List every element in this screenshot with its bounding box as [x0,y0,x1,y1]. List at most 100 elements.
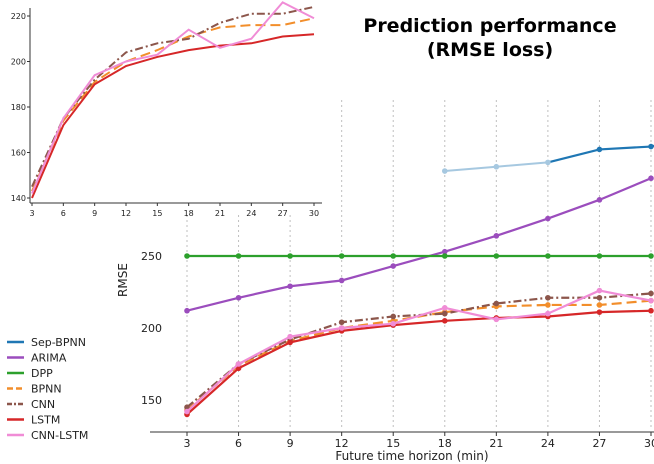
x-tick-label-27: 27 [592,437,606,450]
point-cnn-lstm-12 [338,325,345,331]
legend-item-lstm: LSTM [7,414,60,427]
inset-x-tick-label-30: 30 [309,209,319,218]
x-tick-label-24: 24 [541,437,555,450]
point-cnn-30 [648,290,654,297]
point-cnn-lstm-9 [287,333,293,340]
series-lstm [184,307,654,418]
chart-title-line-1: Prediction performance [363,15,616,37]
point-cnn-lstm-18 [441,305,448,311]
main-series-group [184,143,654,418]
series-arima [184,175,654,314]
series-cnn-lstm [184,287,654,415]
point-arima-9 [287,283,293,290]
inset-y-tick-label-140: 140 [11,194,26,203]
inset-y-tick-label-220: 220 [11,12,26,21]
inset-chart: 140 160 180 200 220 3 6 9 12 15 18 21 24 27 30 [0,0,322,218]
point-arima-15 [390,263,397,269]
point-cnn-21 [493,300,500,307]
inset-series-cnn-lstm [31,1,315,194]
point-arima-21 [493,233,500,239]
legend-label-bpnn: BPNN [31,383,62,396]
series-cnn [184,290,654,411]
point-dpp-15 [390,253,397,259]
legend-label-cnn: CNN [31,398,55,411]
point-cnn-lstm-15 [390,320,397,327]
point-bpnn-27 [596,302,603,308]
point-dpp-18 [441,253,448,259]
legend-label-lstm: LSTM [31,414,60,427]
x-tick-label-30: 30 [644,437,654,450]
legend-item-bpnn: BPNN [7,383,62,396]
point-dpp-9 [287,253,293,259]
inset-y-tick-label-160: 160 [11,149,26,158]
series-line-arima [186,177,652,312]
point-cnn-3 [184,404,190,411]
legend-label-cnn-lstm: CNN-LSTM [31,429,88,442]
point-lstm-9 [287,339,293,346]
point-sep-bpnn-18 [441,168,448,174]
point-dpp-6 [235,253,242,259]
x-axis-label: Future time horizon (min) [335,449,488,463]
point-cnn-lstm-3 [184,408,190,415]
point-arima-30 [648,175,654,182]
inset-y-tick-label-200: 200 [11,58,26,67]
legend-label-arima: ARIMA [31,352,67,365]
x-tick-label-18: 18 [438,437,452,450]
inset-series-lstm [31,33,315,199]
point-sep-bpnn-21 [493,163,500,170]
point-cnn-24 [545,294,551,301]
point-cnn-27 [596,294,603,301]
inset-series-line-lstm [31,33,315,199]
legend-item-arima: ARIMA [7,352,67,365]
point-dpp-12 [338,253,345,259]
legend-item-dpp: DPP [7,367,53,380]
point-cnn-lstm-27 [596,287,603,294]
y-tick-label-200: 200 [141,322,162,335]
inset-x-tick-label-18: 18 [184,209,194,218]
y-tick-label-150: 150 [141,394,162,407]
inset-x-tick-label-15: 15 [152,209,162,218]
point-lstm-30 [648,307,654,314]
point-bpnn-24 [545,302,551,308]
point-cnn-18 [441,310,448,317]
point-cnn-lstm-21 [493,316,500,323]
point-arima-27 [596,197,603,203]
inset-series-line-cnn-lstm [31,1,315,194]
point-dpp-21 [493,253,500,259]
series-sep-bpnn [441,143,654,174]
inset-x-tick-label-3: 3 [29,209,34,218]
inset-y-tick-label-180: 180 [11,103,26,112]
y-tick-label-250: 250 [141,250,162,263]
point-arima-6 [235,294,242,301]
point-cnn-12 [338,319,345,326]
inset-background [0,0,322,214]
legend-item-cnn-lstm: CNN-LSTM [7,429,88,442]
point-cnn-15 [390,313,397,320]
point-sep-bpnn-24 [545,159,551,166]
point-sep-bpnn-30 [648,143,654,150]
y-axis-label: RMSE [116,263,130,297]
x-tick-label-6: 6 [235,437,242,450]
point-cnn-lstm-6 [235,361,242,367]
x-tick-label-21: 21 [489,437,503,450]
point-arima-18 [441,248,448,255]
inset-x-tick-label-6: 6 [61,209,66,218]
inset-x-tick-label-24: 24 [246,209,256,218]
series-line-cnn [186,292,652,409]
point-lstm-27 [596,309,603,315]
point-arima-3 [184,307,190,314]
legend-label-sep-bpnn: Sep-BPNN [31,336,86,349]
point-cnn-lstm-30 [648,297,654,304]
point-lstm-6 [235,365,242,372]
point-dpp-27 [596,253,603,259]
x-tick-label-3: 3 [184,437,191,450]
x-tick-label-12: 12 [335,437,349,450]
inset-x-tick-label-21: 21 [215,209,225,218]
point-dpp-24 [545,253,551,259]
point-arima-12 [338,277,345,284]
point-dpp-30 [648,253,654,259]
x-tick-label-15: 15 [386,437,400,450]
legend-item-cnn: CNN [7,398,55,411]
x-tick-label-9: 9 [287,437,294,450]
